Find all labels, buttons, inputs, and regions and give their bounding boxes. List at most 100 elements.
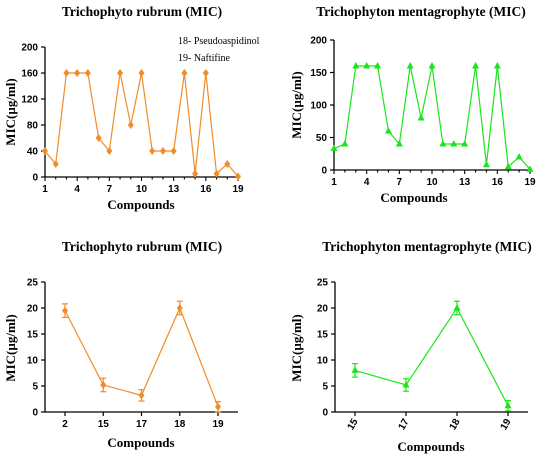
y-tick-label: 100: [310, 101, 327, 112]
y-tick-label: 25: [317, 278, 329, 289]
data-point: [374, 62, 382, 69]
y-tick-label: 20: [317, 304, 329, 315]
annotation-19: 19- Naftifine: [178, 53, 230, 64]
data-point: [395, 140, 403, 147]
data-point: [127, 121, 134, 129]
x-tick-label: 10: [426, 177, 438, 188]
y-tick-label: 0: [322, 408, 328, 419]
data-point: [170, 147, 177, 155]
x-axis-title: Compounds: [397, 439, 464, 454]
data-point: [352, 62, 360, 69]
data-point: [417, 114, 425, 121]
data-point: [461, 140, 469, 147]
x-tick-label: 17: [136, 419, 148, 430]
y-tick-label: 0: [32, 173, 38, 184]
x-tick-label: 13: [168, 184, 180, 195]
data-point: [515, 153, 523, 160]
y-axis-title: MIC(µg/ml): [3, 314, 18, 381]
x-tick-label: 4: [74, 184, 80, 195]
y-tick-label: 10: [317, 356, 329, 367]
data-point: [181, 69, 188, 77]
data-point: [482, 160, 490, 168]
data-point: [63, 69, 70, 77]
y-tick-label: 160: [21, 69, 38, 80]
y-tick-label: 20: [27, 304, 39, 315]
x-tick-label: 7: [107, 184, 113, 195]
data-point: [384, 127, 392, 134]
data-point: [330, 144, 338, 152]
y-tick-label: 10: [27, 356, 39, 367]
series-line: [44, 72, 239, 177]
y-tick-label: 0: [321, 166, 327, 177]
data-point: [62, 306, 68, 315]
data-point: [84, 69, 91, 77]
series-line: [333, 65, 531, 170]
data-point: [351, 366, 359, 373]
data-point: [52, 160, 59, 168]
y-tick-label: 5: [32, 382, 38, 393]
data-point: [472, 62, 480, 69]
chart-top-left: Trichophyto rubrum (MIC) 18- Pseudoaspid…: [3, 4, 260, 212]
x-tick-label: 15: [346, 417, 361, 433]
data-point: [176, 304, 183, 312]
y-tick-label: 15: [317, 330, 329, 341]
data-point: [402, 380, 410, 388]
y-axis-title: MIC(µg/ml): [289, 314, 304, 381]
data-point: [363, 62, 371, 69]
y-axis-title: MIC(µg/ml): [289, 71, 304, 138]
y-tick-label: 80: [27, 121, 39, 132]
y-tick-label: 5: [322, 382, 328, 393]
x-axis-title: Compounds: [107, 435, 174, 450]
x-tick-label: 19: [499, 417, 514, 433]
data-point: [453, 304, 461, 311]
data-point: [493, 62, 501, 69]
chart-bottom-left: Trichophyto rubrum (MIC) Compounds MIC(µ…: [3, 239, 238, 450]
data-point: [504, 401, 512, 409]
x-tick-label: 1: [331, 177, 337, 188]
x-tick-label: 16: [492, 177, 504, 188]
data-point: [149, 147, 156, 155]
x-tick-label: 19: [524, 177, 536, 188]
data-point: [428, 62, 436, 69]
x-tick-label: 16: [200, 184, 212, 195]
data-point: [504, 162, 512, 170]
data-point: [526, 165, 534, 172]
y-tick-label: 40: [27, 147, 39, 158]
x-tick-label: 13: [459, 177, 471, 188]
series-line: [354, 306, 509, 407]
data-point: [450, 140, 458, 147]
y-tick-label: 200: [310, 36, 327, 47]
data-point: [159, 147, 166, 155]
data-point: [106, 147, 113, 155]
chart-bottom-right: Trichophyton mentagrophyte (MIC) Compoun…: [289, 239, 532, 454]
x-tick-label: 18: [174, 419, 186, 430]
data-point: [341, 140, 349, 147]
data-point: [100, 380, 107, 389]
data-point: [95, 134, 102, 142]
y-tick-label: 15: [27, 330, 39, 341]
y-tick-label: 25: [27, 278, 39, 289]
data-point: [42, 147, 48, 155]
data-point: [202, 69, 209, 77]
x-tick-label: 10: [136, 184, 148, 195]
y-tick-label: 120: [21, 95, 38, 106]
data-point: [213, 169, 220, 178]
data-point: [117, 69, 124, 77]
x-tick-label: 19: [232, 184, 244, 195]
chart-title: Trichophyto rubrum (MIC): [62, 4, 222, 19]
y-tick-label: 50: [316, 133, 328, 144]
chart-title: Trichophyto rubrum (MIC): [62, 239, 222, 254]
data-point: [439, 140, 447, 147]
chart-title: Trichophyton mentagrophyte (MIC): [316, 4, 526, 19]
y-tick-label: 150: [310, 68, 327, 79]
chart-top-right: Trichophyton mentagrophyte (MIC) Compoun…: [289, 4, 536, 205]
x-axis-title: Compounds: [107, 197, 174, 212]
x-tick-label: 17: [397, 417, 412, 433]
y-tick-label: 0: [32, 408, 38, 419]
x-tick-label: 18: [448, 417, 463, 433]
data-point: [192, 169, 199, 178]
x-tick-label: 19: [212, 419, 224, 430]
data-point: [224, 160, 231, 168]
y-axis-title: MIC(µg/ml): [3, 78, 18, 145]
